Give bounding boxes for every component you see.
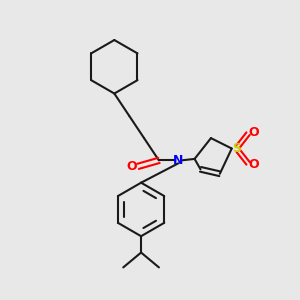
Text: O: O (248, 126, 259, 139)
Text: O: O (248, 158, 259, 171)
Text: N: N (173, 154, 183, 167)
Text: O: O (126, 160, 137, 173)
Text: S: S (232, 142, 242, 155)
